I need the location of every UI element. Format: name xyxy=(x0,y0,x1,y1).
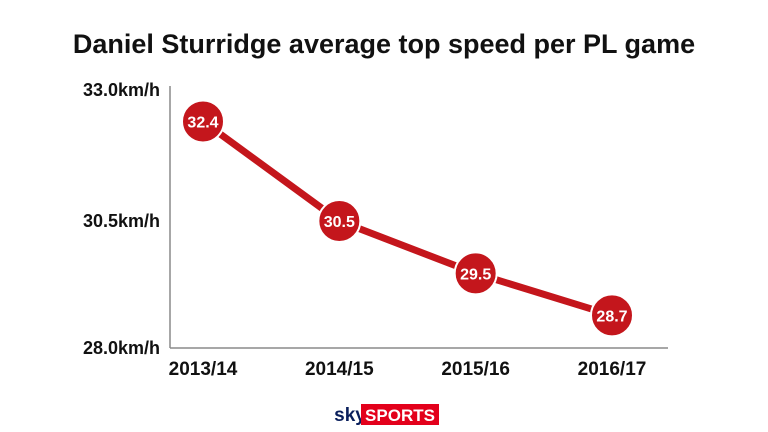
x-tick-label: 2015/16 xyxy=(441,359,510,380)
chart-title: Daniel Sturridge average top speed per P… xyxy=(73,29,695,59)
data-point-label: 30.5 xyxy=(324,214,355,231)
data-point-marker xyxy=(590,293,634,338)
data-point-label: 28.7 xyxy=(596,308,627,325)
x-tick-label: 2013/14 xyxy=(169,359,238,380)
data-points: 32.4 30.5 29.5 28.7 xyxy=(181,99,634,338)
y-axis-ticks: 33.0km/h 30.5km/h 28.0km/h xyxy=(83,80,160,358)
data-point-label: 32.4 xyxy=(187,114,218,131)
y-tick-label: 33.0km/h xyxy=(83,80,160,100)
logo-sports-text: SPORTS xyxy=(365,406,435,425)
series-line-group xyxy=(199,117,616,319)
data-point-marker xyxy=(317,199,362,243)
data-point-marker xyxy=(181,99,225,144)
y-tick-label: 30.5km/h xyxy=(83,211,160,231)
x-tick-label: 2016/17 xyxy=(578,359,647,380)
data-point-marker xyxy=(453,251,498,296)
x-tick-label: 2014/15 xyxy=(305,359,374,380)
y-tick-label: 28.0km/h xyxy=(83,338,160,358)
x-axis-ticks: 2013/14 2014/15 2015/16 2016/17 xyxy=(169,359,647,380)
series-line xyxy=(199,117,616,319)
logo-sky-text: sky xyxy=(334,405,366,426)
logo-sports-box xyxy=(361,404,439,425)
data-point-label: 29.5 xyxy=(460,266,491,283)
sky-sports-logo: sky SPORTS xyxy=(329,404,439,426)
logo-sky-box xyxy=(329,404,371,425)
